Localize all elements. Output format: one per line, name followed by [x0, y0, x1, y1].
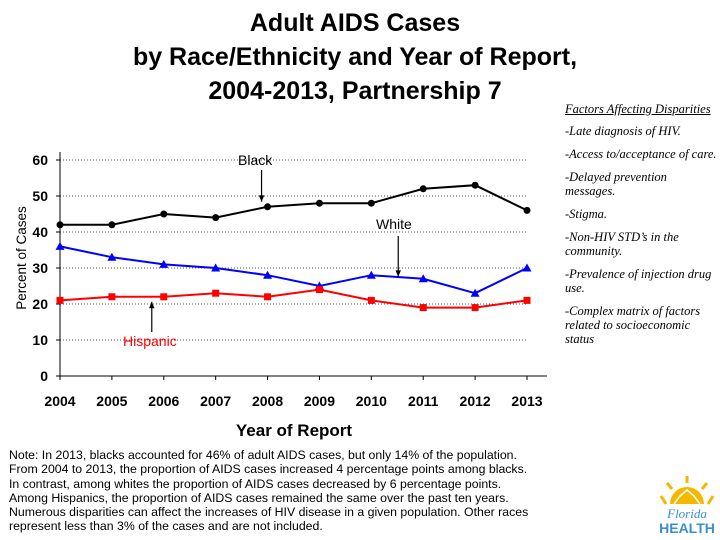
data-point-hispanic: [419, 304, 427, 312]
series-line-white: [59, 245, 528, 295]
x-tick-label: 2010: [356, 393, 387, 409]
y-tick-label: 10: [32, 332, 48, 348]
footnote-line: In contrast, among whites the proportion…: [9, 476, 502, 491]
data-point-white: [418, 274, 428, 283]
factor-item: -Late diagnosis of HIV.: [565, 124, 681, 138]
data-point-hispanic: [315, 286, 323, 294]
data-point-hispanic: [367, 296, 375, 304]
factors-panel: Factors Affecting Disparities -Late diag…: [565, 102, 717, 355]
data-point-hispanic: [160, 293, 168, 301]
data-point-white: [107, 252, 117, 261]
data-point-white: [470, 288, 480, 297]
data-point-white: [522, 263, 532, 272]
factors-heading: Factors Affecting Disparities: [565, 102, 711, 116]
data-point-hispanic: [212, 289, 220, 297]
data-point-black: [523, 206, 531, 214]
x-tick-label: 2011: [408, 393, 439, 409]
factor-item: -Non-HIV STD’s in the community.: [565, 230, 679, 258]
x-tick-label: 2007: [200, 393, 231, 409]
footnote-line: From 2004 to 2013, the proportion of AID…: [9, 462, 528, 477]
logo-text-florida: Florida: [666, 506, 707, 521]
footnote-line: represent less than 3% of the cases and …: [9, 519, 323, 534]
data-point-white: [211, 263, 221, 272]
chart-title: Adult AIDS Cases by Race/Ethnicity and Y…: [90, 6, 620, 108]
data-point-black: [264, 203, 272, 211]
y-tick-label: 60: [32, 152, 48, 168]
data-point-black: [419, 185, 427, 193]
data-point-white: [55, 241, 65, 250]
annotation-hispanic: Hispanic: [123, 333, 177, 349]
data-point-black: [367, 199, 375, 207]
y-tick-label: 40: [32, 224, 48, 240]
y-axis-title: Percent of Cases: [14, 206, 29, 310]
title-line-2: by Race/Ethnicity and Year of Report,: [132, 43, 578, 71]
footnote-line: Among Hispanics, the proportion of AIDS …: [9, 490, 509, 505]
logo-text-health: HEALTH: [659, 520, 715, 536]
footnote-line: Numerous disparities can affect the incr…: [9, 505, 529, 520]
annotation-arrow-black-head: [258, 195, 265, 202]
footnote: Note: In 2013, blacks accounted for 46% …: [9, 448, 659, 534]
annotation-black: Black: [238, 152, 273, 168]
series-line-black: [60, 184, 528, 226]
annotation-white: White: [376, 216, 412, 232]
data-point-hispanic: [108, 293, 116, 301]
data-point-black: [315, 199, 323, 207]
x-tick-label: 2009: [304, 393, 335, 409]
x-tick-label: 2012: [460, 393, 491, 409]
data-point-black: [212, 214, 220, 222]
data-point-hispanic: [264, 293, 272, 301]
data-point-hispanic: [471, 304, 479, 312]
factor-item: -Access to/acceptance of care.: [565, 147, 717, 161]
data-point-black: [108, 221, 116, 229]
y-tick-label: 0: [40, 368, 48, 384]
data-point-black: [471, 181, 479, 189]
y-tick-label: 20: [32, 296, 48, 312]
data-point-black: [56, 221, 64, 229]
annotation-arrow-hispanic-head: [149, 301, 155, 309]
factor-item: -Delayed prevention messages.: [565, 170, 667, 198]
x-tick-label: 2008: [252, 393, 283, 409]
data-point-black: [160, 210, 168, 218]
factor-item: -Complex matrix of factors related to so…: [565, 304, 701, 346]
x-tick-label: 2005: [96, 393, 127, 409]
footnote-line: Note: In 2013, blacks accounted for 46% …: [9, 448, 517, 462]
data-point-white: [366, 270, 376, 279]
factor-item: -Prevalence of injection drug use.: [565, 267, 712, 295]
data-point-white: [263, 270, 273, 279]
data-point-hispanic: [523, 296, 531, 304]
x-tick-label: 2004: [44, 393, 75, 409]
title-line-3: 2004-2013, Partnership 7: [208, 77, 502, 105]
y-tick-label: 30: [32, 260, 48, 276]
y-tick-label: 50: [32, 188, 48, 204]
x-tick-label: 2006: [148, 393, 179, 409]
x-axis-title: Year of Report: [236, 421, 353, 440]
factor-item: -Stigma.: [565, 207, 608, 221]
florida-health-logo: Florida HEALTH: [658, 474, 716, 536]
series-line-hispanic: [59, 288, 528, 309]
sun-icon: [659, 476, 715, 505]
annotation-arrow-white-head: [395, 270, 401, 277]
x-tick-label: 2013: [511, 393, 542, 409]
title-line-1: Adult AIDS Cases: [249, 9, 461, 37]
data-point-hispanic: [56, 296, 64, 304]
data-point-white: [159, 259, 169, 268]
